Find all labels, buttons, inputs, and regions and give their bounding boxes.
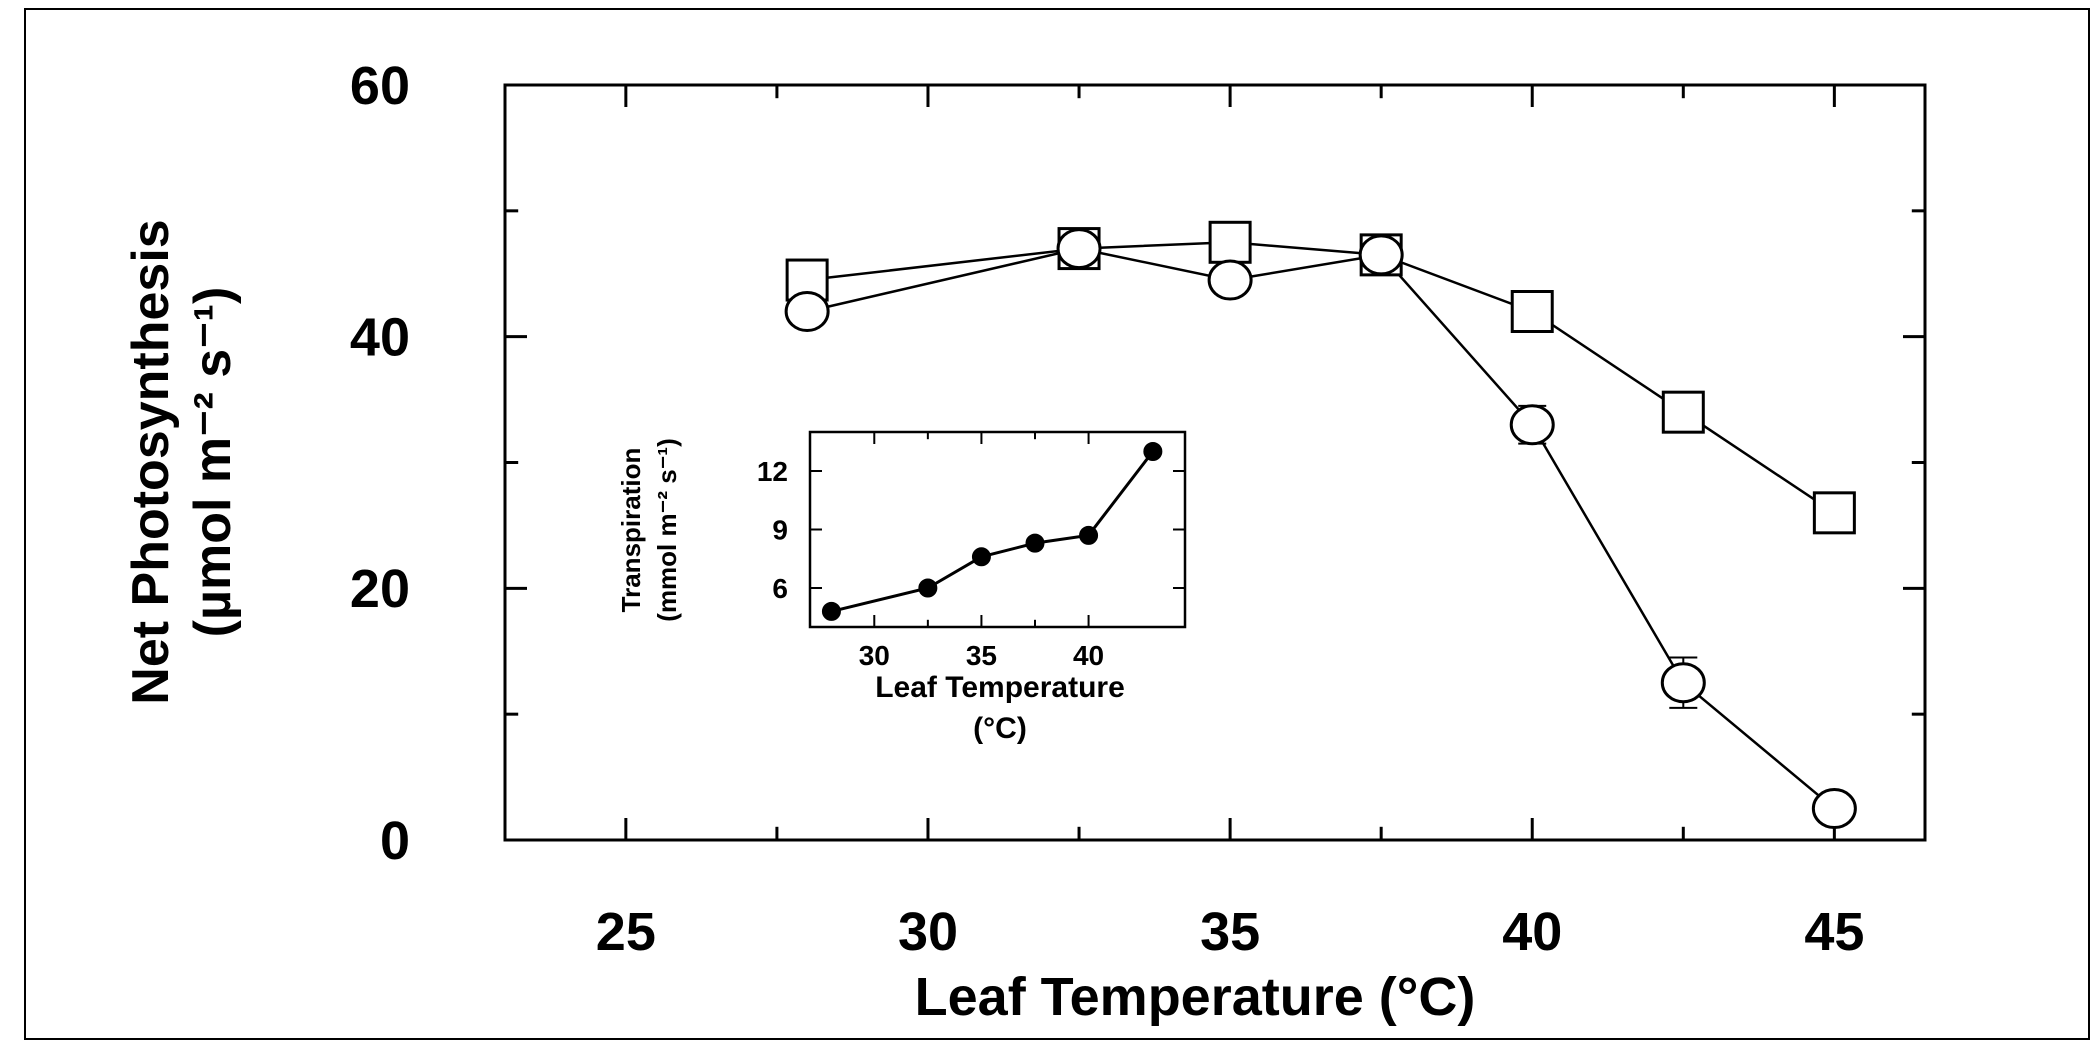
y-tick-label: 20 — [350, 559, 410, 619]
circle-marker — [1358, 234, 1404, 276]
filled-circle-marker — [971, 547, 991, 567]
circle-marker — [1056, 228, 1102, 270]
x-tick-label: 40 — [1502, 902, 1562, 962]
filled-circle-marker — [1143, 442, 1163, 461]
filled-circle-marker — [821, 601, 841, 621]
filled-circle-marker — [1025, 533, 1045, 553]
inset-y-axis-label-line1: Transpiration — [616, 448, 646, 613]
circle-marker — [1811, 788, 1857, 830]
inset-background — [810, 432, 1185, 627]
y-tick-label: 6 — [772, 573, 788, 604]
main-series-markers — [784, 220, 1857, 830]
y-tick-label: 0 — [380, 811, 410, 871]
filled-circle-marker — [918, 578, 938, 598]
y-tick-label: 12 — [757, 456, 788, 487]
x-tick-label: 25 — [596, 902, 656, 962]
series-line-filled-circle — [831, 450, 1155, 613]
y-tick-label: 9 — [772, 514, 788, 545]
inset-y-axis-label-line2: (mmol m⁻² s⁻¹) — [652, 438, 682, 621]
circle-marker — [1509, 404, 1555, 446]
inset-chart: 30 35 40 6 9 12 Leaf Temperature (°C) Transpi… — [616, 430, 1187, 745]
main-y-axis-label-line2: (µmol m⁻² s⁻¹) — [184, 287, 242, 638]
circle-marker — [1207, 259, 1253, 301]
y-tick-label: 40 — [350, 308, 410, 368]
x-tick-label: 35 — [966, 640, 997, 671]
x-tick-label: 40 — [1073, 640, 1104, 671]
main-tick-labels: 25 30 35 40 45 0 20 40 60 — [350, 56, 1864, 962]
main-y-axis-label-line1: Net Photosynthesis — [122, 219, 180, 704]
inset-ticks — [810, 432, 1185, 627]
main-x-axis-label: Leaf Temperature (°C) — [915, 967, 1476, 1027]
main-plot-frame — [503, 83, 1927, 842]
inset-x-axis-label-line2: (°C) — [973, 712, 1027, 745]
inset-tick-labels: 30 35 40 6 9 12 — [757, 456, 1104, 671]
square-marker — [1661, 390, 1705, 434]
y-tick-label: 60 — [350, 56, 410, 116]
square-marker — [1812, 491, 1856, 535]
x-tick-label: 30 — [859, 640, 890, 671]
x-tick-label: 30 — [898, 902, 958, 962]
circle-marker — [1660, 662, 1706, 704]
main-ticks — [505, 83, 1925, 842]
filled-circle-marker — [1079, 525, 1099, 545]
x-tick-label: 35 — [1200, 902, 1260, 962]
square-marker — [1510, 290, 1554, 333]
figure-border — [24, 8, 2090, 1040]
circle-marker — [784, 291, 830, 332]
inset-series-markers — [821, 442, 1163, 621]
x-tick-label: 45 — [1804, 902, 1864, 962]
inset-series-line — [831, 450, 1155, 613]
square-marker — [1208, 220, 1252, 264]
inset-x-axis-label-line1: Leaf Temperature — [875, 671, 1125, 704]
